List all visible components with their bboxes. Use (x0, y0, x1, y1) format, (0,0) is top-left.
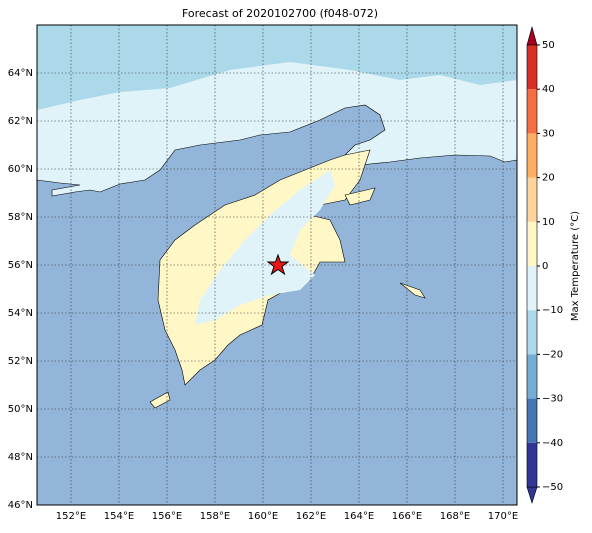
lat-label: 46°N (8, 500, 33, 511)
map-frame (36, 24, 518, 506)
colorbar-tick-label: −20 (542, 349, 563, 360)
lat-label: 48°N (8, 452, 33, 463)
lon-label: 154°E (104, 511, 134, 522)
lat-label: 58°N (8, 212, 33, 223)
lat-label: 56°N (8, 260, 33, 271)
colorbar-band (527, 133, 537, 178)
lon-label: 162°E (296, 511, 326, 522)
colorbar: −50 −40 −30 −20 −10 0 10 20 30 40 50 (526, 25, 563, 505)
lon-label: 168°E (440, 511, 470, 522)
colorbar-band (527, 177, 537, 222)
lat-label: 60°N (8, 164, 33, 175)
colorbar-extension (526, 25, 538, 46)
island (149, 391, 171, 409)
colorbar-tick-label: 20 (542, 173, 555, 184)
colorbar-band (527, 398, 537, 443)
lat-label: 52°N (8, 356, 33, 367)
lon-label: 158°E (200, 511, 230, 522)
colorbar-tick-label: −10 (542, 305, 563, 316)
inland-cool (195, 170, 335, 325)
lon-label: 152°E (56, 511, 86, 522)
colorbar-band (527, 89, 537, 134)
colorbar-tick-label: 30 (542, 128, 555, 139)
colorbar-tick-label: 0 (542, 261, 548, 272)
colorbar-tick-label: 40 (542, 84, 555, 95)
cold-region (37, 25, 517, 110)
lon-label: 170°E (488, 511, 518, 522)
colorbar-band (527, 310, 537, 355)
colorbar-tick-label: 50 (542, 40, 555, 51)
colorbar-band (527, 354, 537, 399)
colorbar-tick-label: −30 (542, 394, 563, 405)
lon-label: 156°E (152, 511, 182, 522)
colorbar-tick-label: 10 (542, 217, 555, 228)
lat-label: 54°N (8, 308, 33, 319)
colorbar-band (527, 442, 537, 487)
colorbar-band (527, 221, 537, 266)
graticule (37, 25, 517, 505)
lon-label: 164°E (344, 511, 374, 522)
lat-label: 50°N (8, 404, 33, 415)
lon-label: 160°E (248, 511, 278, 522)
island (399, 282, 426, 299)
colorbar-tick-label: −50 (542, 482, 563, 493)
colorbar-band (527, 45, 537, 90)
colorbar-label: Max Temperature (°C) (570, 211, 581, 321)
title: Forecast of 2020102700 (f048-072) (182, 7, 378, 20)
island (344, 187, 376, 206)
colorbar-tick-label: −40 (542, 438, 563, 449)
lat-label: 62°N (8, 116, 33, 127)
map (36, 24, 518, 506)
lon-label: 166°E (392, 511, 422, 522)
colorbar-extension (526, 486, 538, 505)
location-star (266, 253, 290, 276)
lat-label: 64°N (8, 68, 33, 79)
colorbar-band (527, 266, 537, 311)
